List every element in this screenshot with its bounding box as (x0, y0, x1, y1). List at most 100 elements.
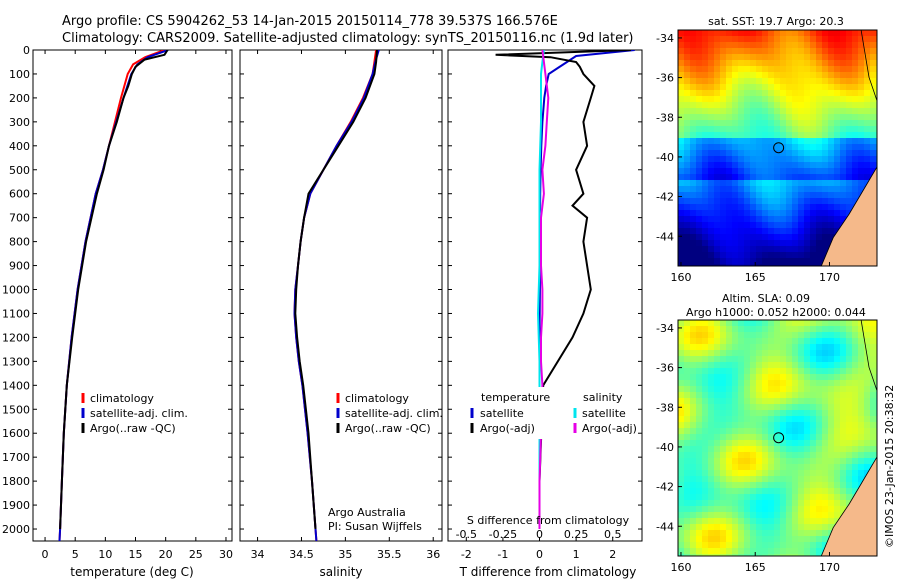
map-cell (792, 452, 798, 458)
map-cell (720, 488, 726, 494)
map-cell (780, 126, 786, 132)
map-cell (846, 120, 852, 126)
map-cell (750, 162, 756, 168)
map-cell (768, 350, 774, 356)
map-cell (768, 78, 774, 84)
map-cell (744, 144, 750, 150)
map-cell (786, 240, 792, 246)
map-cell (702, 54, 708, 60)
map-cell (786, 114, 792, 120)
map-cell (786, 252, 792, 258)
map-cell (828, 440, 834, 446)
map-cell (816, 240, 822, 246)
map-cell (822, 512, 828, 518)
map-cell (822, 156, 828, 162)
map-cell (720, 96, 726, 102)
map-cell (852, 398, 858, 404)
map-cell (714, 84, 720, 90)
map-cell (690, 252, 696, 258)
land-mass (820, 166, 877, 266)
map-cell (720, 494, 726, 500)
map-cell (708, 512, 714, 518)
map-cell (834, 500, 840, 506)
lat-tick-label: -40 (656, 441, 674, 454)
map-cell (780, 168, 786, 174)
map-cell (714, 78, 720, 84)
coastline (860, 30, 877, 101)
map-cell (792, 362, 798, 368)
map-cell (816, 548, 822, 554)
map-cell (774, 216, 780, 222)
map-cell (810, 548, 816, 554)
map-cell (756, 506, 762, 512)
lat-tick-label: -42 (656, 191, 674, 204)
map-cell (714, 234, 720, 240)
map-cell (750, 216, 756, 222)
map-cell (852, 60, 858, 66)
map-cell (798, 168, 804, 174)
map-cell (702, 198, 708, 204)
map-cell (750, 428, 756, 434)
map-cell (744, 246, 750, 252)
map-cell (726, 482, 732, 488)
map-cell (846, 488, 852, 494)
map-cell (702, 530, 708, 536)
map-cell (750, 320, 756, 326)
map-cell (696, 356, 702, 362)
map-cell (714, 126, 720, 132)
map-cell (732, 410, 738, 416)
map-cell (738, 216, 744, 222)
map-cell (798, 416, 804, 422)
map-cell (714, 222, 720, 228)
map-cell (708, 368, 714, 374)
map-cell (768, 542, 774, 548)
map-cell (696, 120, 702, 126)
map-cell (792, 344, 798, 350)
map-cell (768, 392, 774, 398)
map-cell (732, 138, 738, 144)
map-cell (864, 90, 870, 96)
lat-tick-label: -36 (656, 72, 674, 85)
map-cell (828, 96, 834, 102)
map-cell (798, 542, 804, 548)
map-cell (792, 54, 798, 60)
map-cell (798, 500, 804, 506)
map-cell (684, 42, 690, 48)
map-cell (786, 144, 792, 150)
map-cell (804, 488, 810, 494)
map-cell (762, 234, 768, 240)
map-cell (846, 494, 852, 500)
map-cell (690, 120, 696, 126)
map-cell (708, 374, 714, 380)
map-cell (852, 108, 858, 114)
map-cell (846, 90, 852, 96)
map-cell (852, 482, 858, 488)
map-cell (798, 78, 804, 84)
lat-tick-label: -44 (656, 230, 674, 243)
map-cell (870, 398, 876, 404)
map-cell (702, 42, 708, 48)
x-tick-label: 15 (129, 548, 143, 561)
map-cell (714, 362, 720, 368)
map-cell (696, 252, 702, 258)
map-cell (690, 332, 696, 338)
map-cell (768, 258, 774, 264)
map-cell (726, 144, 732, 150)
map-cell (786, 380, 792, 386)
map-cell (786, 422, 792, 428)
map-cell (870, 434, 876, 440)
map-cell (762, 392, 768, 398)
map-cell (702, 338, 708, 344)
map-cell (744, 192, 750, 198)
map-cell (720, 90, 726, 96)
map-cell (786, 78, 792, 84)
map-cell (738, 96, 744, 102)
map-cell (780, 332, 786, 338)
map-cell (696, 84, 702, 90)
map-cell (708, 84, 714, 90)
map-cell (684, 126, 690, 132)
map-cell (708, 542, 714, 548)
map-cell (840, 326, 846, 332)
map-cell (690, 126, 696, 132)
map-cell (744, 240, 750, 246)
